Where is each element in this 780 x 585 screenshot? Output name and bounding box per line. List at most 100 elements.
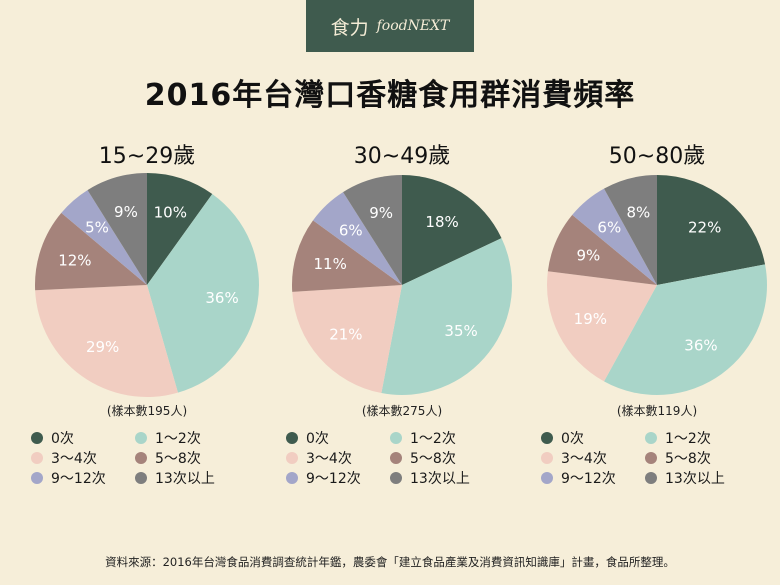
pie-slice	[402, 175, 502, 285]
legend-label: 3～4次	[306, 451, 352, 467]
legend-swatch	[541, 472, 553, 484]
slice-percent-label: 22%	[688, 218, 721, 236]
legend-swatch	[135, 452, 147, 464]
slice-percent-label: 8%	[626, 204, 650, 222]
legend-swatch	[135, 432, 147, 444]
legend-swatch	[31, 452, 43, 464]
source-note: 資料來源：2016年台灣食品消費調查統計年鑑，農委會「建立食品產業及消費資訊知識…	[105, 555, 675, 569]
legend-label: 3～4次	[51, 451, 97, 467]
legend-item: 13次以上	[390, 468, 470, 488]
pie-slice	[147, 193, 259, 393]
legend-swatch	[645, 432, 657, 444]
legend-label: 3～4次	[561, 451, 607, 467]
slice-percent-label: 36%	[684, 337, 717, 355]
legend-label: 1～2次	[665, 431, 711, 447]
legend-swatch	[645, 472, 657, 484]
legend-swatch	[645, 452, 657, 464]
legend-label: 5～8次	[155, 451, 201, 467]
legend-item: 0次	[31, 428, 74, 448]
slice-percent-label: 5%	[85, 219, 109, 237]
slice-percent-label: 9%	[369, 204, 393, 222]
sample-size: (樣本數195人)	[106, 404, 188, 418]
legend-item: 9～12次	[31, 468, 106, 488]
slice-percent-label: 19%	[574, 310, 607, 328]
legend-label: 9～12次	[561, 471, 616, 487]
pie-slice	[35, 285, 178, 397]
legend-label: 9～12次	[51, 471, 106, 487]
pie-slice	[572, 188, 657, 285]
pie-chart-30-49: 18% 35% 21% 11% 6% 9%	[292, 175, 512, 395]
pie-slice	[381, 238, 512, 395]
legend-label: 5～8次	[665, 451, 711, 467]
legend-item: 3～4次	[286, 448, 352, 468]
pie-slice	[35, 212, 147, 291]
legend-swatch	[541, 452, 553, 464]
pie-slice	[547, 271, 657, 382]
pie-chart-15-29: 10% 36% 29% 12% 5% 9%	[35, 173, 259, 397]
legend-item: 13次以上	[645, 468, 725, 488]
slice-percent-label: 10%	[154, 203, 187, 221]
legend-label: 1～2次	[155, 431, 201, 447]
chart-title: 2016年台灣口香糖食用群消費頻率	[144, 78, 636, 113]
pie-slice	[657, 175, 766, 285]
slice-percent-label: 11%	[313, 255, 346, 273]
slice-percent-label: 9%	[114, 203, 138, 221]
legend-item: 3～4次	[541, 448, 607, 468]
legend-swatch	[31, 472, 43, 484]
pie-panel-50-80: 50~80歲 22% 36% 19% 9% 6% 8% (樣本數119人) 0次 1～2次 3…	[527, 138, 780, 498]
pie-slice	[343, 175, 402, 285]
slice-percent-label: 9%	[576, 246, 600, 264]
pie-panel-30-49: 30~49歲 18% 35% 21% 11% 6% 9% (樣本數275人) 0次 1～2次…	[272, 138, 532, 498]
age-group-title: 15~29歲	[98, 144, 196, 169]
legend-label: 13次以上	[410, 471, 470, 487]
pie-slice	[292, 220, 402, 292]
pie-slice	[604, 175, 657, 285]
pie-slice	[604, 264, 767, 395]
pie-chart-50-80: 22% 36% 19% 9% 6% 8%	[547, 175, 767, 395]
legend-swatch	[286, 452, 298, 464]
legend-item: 3～4次	[31, 448, 97, 468]
legend-item: 13次以上	[135, 468, 215, 488]
pie-slice	[313, 192, 402, 285]
legend-item: 9～12次	[286, 468, 361, 488]
slice-percent-label: 35%	[444, 322, 477, 340]
sample-size: (樣本數275人)	[361, 404, 443, 418]
legend-swatch	[390, 472, 402, 484]
foodnext-logo: 食力 foodNEXT	[306, 0, 474, 52]
slice-percent-label: 21%	[329, 325, 362, 343]
legend-swatch	[541, 432, 553, 444]
legend-swatch	[390, 452, 402, 464]
slice-percent-label: 6%	[339, 221, 363, 239]
slice-percent-label: 36%	[205, 289, 238, 307]
legend-label: 0次	[51, 431, 74, 447]
slice-percent-label: 6%	[597, 218, 621, 236]
age-group-title: 50~80歲	[608, 144, 706, 169]
legend-item: 5～8次	[135, 448, 201, 468]
sample-size: (樣本數119人)	[616, 404, 698, 418]
logo-english-text: foodNEXT	[376, 18, 450, 34]
pie-slice	[292, 285, 402, 394]
slice-percent-label: 12%	[58, 252, 91, 270]
legend-label: 9～12次	[306, 471, 361, 487]
age-group-title: 30~49歲	[353, 144, 451, 169]
legend-label: 13次以上	[155, 471, 215, 487]
legend-swatch	[390, 432, 402, 444]
legend-label: 0次	[306, 431, 329, 447]
legend-item: 0次	[541, 428, 584, 448]
pie-slice	[147, 173, 213, 285]
legend-item: 1～2次	[135, 428, 201, 448]
legend-swatch	[135, 472, 147, 484]
legend-label: 1～2次	[410, 431, 456, 447]
pie-slice	[547, 214, 657, 285]
legend-swatch	[286, 432, 298, 444]
pie-slice	[87, 173, 147, 285]
legend-swatch	[286, 472, 298, 484]
legend-label: 0次	[561, 431, 584, 447]
legend-item: 5～8次	[390, 448, 456, 468]
pie-slice	[61, 190, 147, 285]
legend-item: 1～2次	[390, 428, 456, 448]
legend-label: 5～8次	[410, 451, 456, 467]
legend-item: 5～8次	[645, 448, 711, 468]
legend-item: 0次	[286, 428, 329, 448]
slice-percent-label: 18%	[425, 213, 458, 231]
